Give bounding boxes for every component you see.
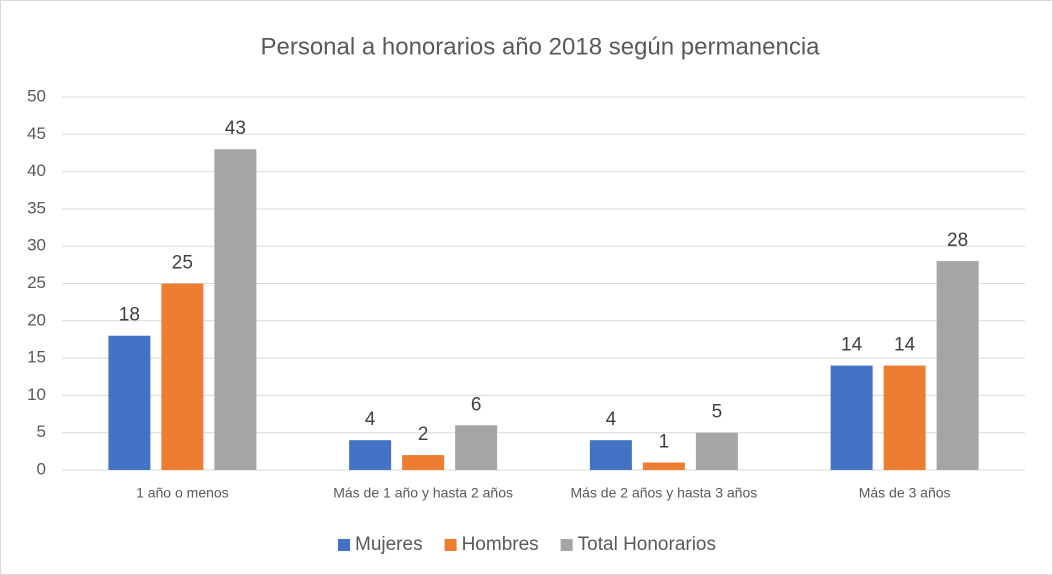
legend-swatch (560, 539, 573, 551)
data-label: 14 (841, 335, 863, 356)
y-tick-label: 45 (27, 124, 46, 143)
legend-label: Total Honorarios (578, 534, 716, 555)
bar (349, 440, 392, 470)
y-tick-label: 5 (37, 422, 46, 441)
bar (589, 440, 632, 470)
data-label: 1 (659, 432, 670, 453)
bar (108, 335, 151, 470)
bar (402, 455, 445, 470)
legend-swatch (338, 539, 350, 551)
x-tick-label: Más de 2 años y hasta 3 años (570, 485, 757, 501)
y-tick-label: 40 (27, 161, 46, 180)
data-label: 18 (119, 305, 140, 326)
bar (695, 432, 738, 470)
bar (642, 462, 685, 470)
y-tick-label: 35 (27, 198, 46, 217)
data-label: 43 (225, 118, 246, 139)
y-tick-label: 10 (27, 385, 46, 404)
y-tick-label: 15 (27, 348, 46, 367)
bar (883, 365, 926, 470)
data-label: 4 (365, 409, 376, 430)
y-tick-label: 0 (37, 459, 46, 478)
bar (830, 365, 873, 470)
data-label: 6 (471, 394, 482, 415)
y-tick-label: 25 (27, 273, 46, 292)
bar (936, 261, 979, 470)
y-tick-label: 20 (27, 310, 46, 329)
y-tick-label: 50 (27, 86, 46, 105)
data-label: 4 (606, 409, 617, 430)
legend-label: Hombres (462, 534, 539, 555)
bar (455, 425, 498, 470)
chart-title: Personal a honorarios año 2018 según per… (260, 33, 820, 60)
x-tick-label: 1 año o menos (136, 485, 229, 501)
legend-swatch (444, 539, 457, 551)
data-label: 2 (418, 424, 429, 445)
legend-label: Mujeres (355, 534, 423, 555)
y-tick-label: 30 (27, 236, 46, 255)
bar (214, 149, 257, 470)
bar (161, 283, 204, 470)
data-label: 5 (712, 402, 723, 423)
data-label: 28 (947, 230, 968, 251)
data-label: 14 (894, 335, 916, 356)
data-label: 25 (172, 253, 193, 274)
x-tick-label: Más de 3 años (859, 485, 951, 501)
x-tick-label: Más de 1 año y hasta 2 años (333, 485, 513, 501)
